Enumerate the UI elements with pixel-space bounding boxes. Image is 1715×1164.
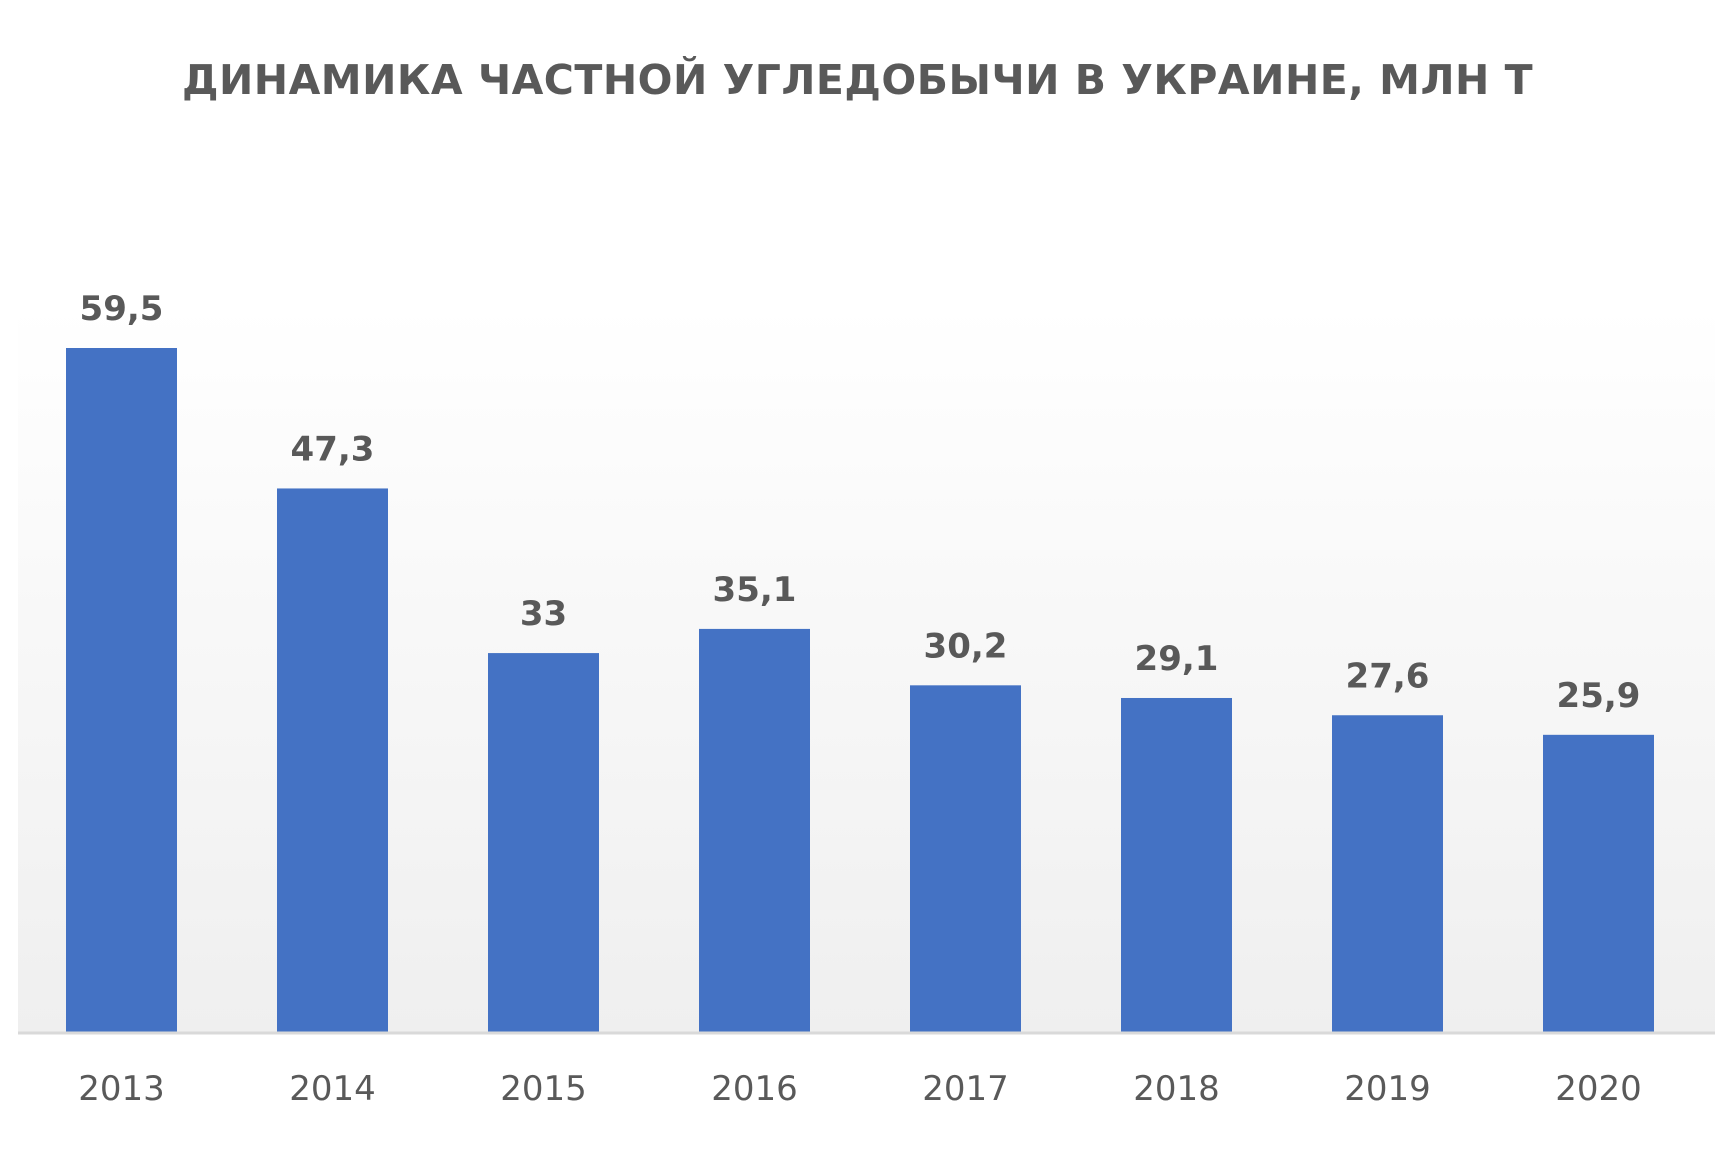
bar-2016 xyxy=(699,628,810,1033)
x-tick-label-2014: 2014 xyxy=(289,1069,376,1109)
data-label-2014: 47,3 xyxy=(291,429,375,469)
plot-area-background xyxy=(18,305,1715,1032)
x-tick-label-2017: 2017 xyxy=(922,1069,1009,1109)
x-tick-label-2020: 2020 xyxy=(1555,1069,1642,1109)
x-tick-label-2019: 2019 xyxy=(1344,1069,1431,1109)
data-label-2018: 29,1 xyxy=(1135,639,1219,679)
bar-2018 xyxy=(1121,697,1232,1033)
x-tick-label-2015: 2015 xyxy=(500,1069,587,1109)
data-label-2013: 59,5 xyxy=(80,289,164,329)
bar-2019 xyxy=(1332,715,1443,1033)
bar-2013 xyxy=(66,348,177,1033)
bar-2020 xyxy=(1543,734,1654,1033)
bar-2014 xyxy=(277,488,388,1033)
x-tick-label-2016: 2016 xyxy=(711,1069,798,1109)
data-label-2016: 35,1 xyxy=(713,570,797,610)
chart-title: ДИНАМИКА ЧАСТНОЙ УГЛЕДОБЫЧИ В УКРАИНЕ, М… xyxy=(181,56,1534,104)
data-label-2017: 30,2 xyxy=(924,626,1008,666)
bar-2015 xyxy=(488,653,599,1033)
data-label-2020: 25,9 xyxy=(1557,676,1641,716)
x-tick-label-2013: 2013 xyxy=(78,1069,165,1109)
data-label-2019: 27,6 xyxy=(1346,656,1430,696)
x-tick-label-2018: 2018 xyxy=(1133,1069,1220,1109)
bar-2017 xyxy=(910,685,1021,1033)
data-label-2015: 33 xyxy=(520,594,567,634)
